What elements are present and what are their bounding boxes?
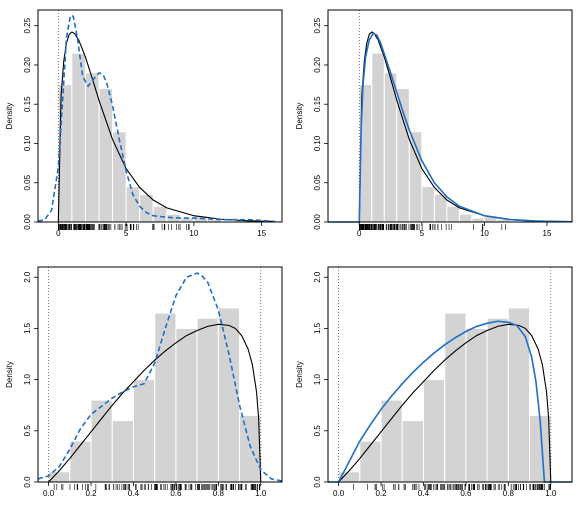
plot-frame [37,9,283,223]
panel-top-right: 0 5 10 15 0.00 0.05 0.10 0.15 0.20 0.25 Density [295,9,573,238]
histogram-bar [111,420,134,483]
y-tick-label: 1.0 [23,374,32,386]
panel-bottom-right: 0.0 0.2 0.4 0.6 0.8 1.0 0.0 0.5 1.0 1.5 2.0 Density [295,266,573,498]
histogram-bar [69,440,92,483]
x-tick-label: 0.0 [333,489,345,498]
histogram-bar [112,131,127,223]
y-tick-label: 0.20 [23,57,32,73]
histogram-bar [507,307,531,483]
density-curve-estimate [37,14,276,223]
x-tick-label: 5 [124,229,129,238]
y-tick-label: 0.0 [313,476,322,488]
x-tick-label: 0.4 [128,489,140,498]
x-tick-label: 0.8 [213,489,225,498]
y-tick-label: 0.5 [313,425,322,437]
y-tick-label: 2.0 [23,271,32,283]
histogram-bar [175,327,198,483]
y-tick-label: 2.0 [313,271,322,283]
histogram-bar [98,88,114,223]
x-tick-label: 0.0 [43,489,55,498]
y-tick-label: 0.15 [23,96,32,112]
y-tick-label: 1.5 [313,322,322,334]
x-tick-label: 15 [543,229,552,238]
histogram-bar [371,52,385,223]
density-curve-estimate [328,32,573,223]
histogram-bar [421,186,435,223]
histogram-bar [486,317,509,483]
histogram-bar [239,414,262,483]
x-tick-label: 10 [189,229,198,238]
y-tick-label: 0.00 [313,214,322,230]
y-tick-label: 0.0 [23,476,32,488]
histogram-bar [422,379,446,483]
x-tick-label: 10 [480,229,489,238]
histogram-bar [152,205,168,223]
y-axis-label: Density [5,103,14,130]
panel-bottom-left: 0.0 0.2 0.4 0.6 0.8 1.0 0.0 0.5 1.0 1.5 2.0 Density [5,266,283,498]
histogram-bar [359,440,382,483]
histogram-bar [196,317,219,483]
histogram-bar [154,312,177,483]
x-tick-label: 0.8 [503,489,515,498]
y-tick-label: 0.25 [23,17,32,33]
y-tick-label: 0.15 [313,96,322,112]
y-tick-label: 0.10 [313,135,322,151]
y-axis-label: Density [295,361,304,388]
histogram-bar [217,307,241,483]
density-curve-fitted [48,323,262,483]
x-tick-label: 0.6 [460,489,472,498]
histogram-bar [401,420,424,483]
y-tick-label: 1.5 [23,322,32,334]
y-tick-label: 0.10 [23,135,32,151]
plot-frame [327,266,573,483]
density-curve-estimate [328,320,572,483]
histogram-bar [380,399,403,483]
y-tick-label: 0.00 [23,214,32,230]
y-tick-label: 0.05 [313,174,322,190]
x-tick-label: 0.2 [85,489,97,498]
histogram-bar [446,205,460,223]
y-tick-label: 0.25 [313,17,322,33]
x-tick-label: 1.0 [255,489,267,498]
density-curve-estimate [37,272,283,482]
y-axis-label: Density [5,361,14,388]
x-tick-label: 0 [56,229,61,238]
x-tick-label: 5 [420,229,425,238]
x-tick-label: 0 [357,229,362,238]
histogram-bar [471,217,485,223]
y-tick-label: 0.20 [313,57,322,73]
y-tick-label: 1.0 [313,374,322,386]
plot-frame [37,266,283,483]
plot-frame [327,9,573,223]
histogram-bar [48,471,71,483]
histogram-bar [132,379,156,483]
histogram-bar [396,88,410,223]
panel-top-left: 0 5 10 15 0.00 0.05 0.10 0.15 0.20 0.25 Density [5,9,283,238]
y-tick-label: 0.05 [23,174,32,190]
histogram-bar [465,327,488,483]
y-axis-label: Density [295,103,304,130]
x-tick-label: 1.0 [545,489,557,498]
x-tick-label: 0.2 [375,489,387,498]
x-tick-label: 15 [257,229,266,238]
histogram-bar [458,213,473,223]
x-tick-label: 0.4 [418,489,430,498]
x-tick-label: 0.6 [170,489,182,498]
y-tick-label: 0.5 [23,425,32,437]
density-curve-fitted [328,323,572,483]
